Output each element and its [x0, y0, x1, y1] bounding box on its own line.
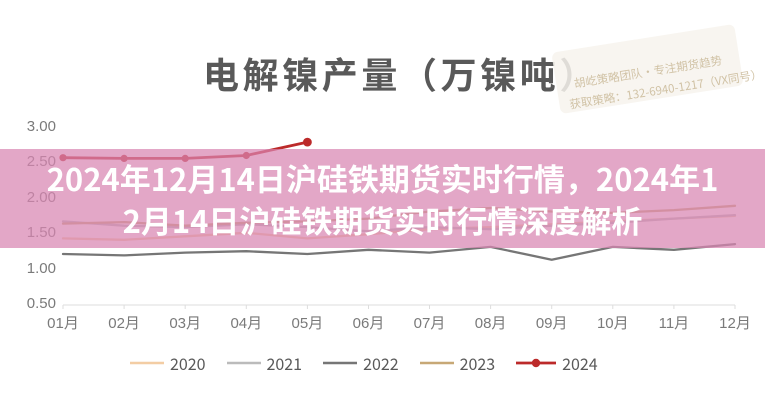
svg-text:12月: 12月 — [719, 315, 751, 332]
svg-text:1.00: 1.00 — [27, 260, 56, 277]
svg-text:01月: 01月 — [47, 315, 79, 332]
svg-text:09月: 09月 — [536, 315, 568, 332]
svg-text:11月: 11月 — [659, 315, 690, 332]
svg-text:04月: 04月 — [230, 315, 262, 332]
svg-text:0.50: 0.50 — [27, 295, 56, 312]
svg-text:07月: 07月 — [414, 315, 446, 332]
svg-text:08月: 08月 — [475, 315, 507, 332]
svg-text:06月: 06月 — [353, 315, 385, 332]
svg-text:05月: 05月 — [292, 315, 324, 332]
svg-text:3.00: 3.00 — [27, 118, 56, 135]
svg-text:02月: 02月 — [108, 315, 140, 332]
svg-text:10月: 10月 — [597, 315, 629, 332]
svg-text:03月: 03月 — [169, 315, 201, 332]
